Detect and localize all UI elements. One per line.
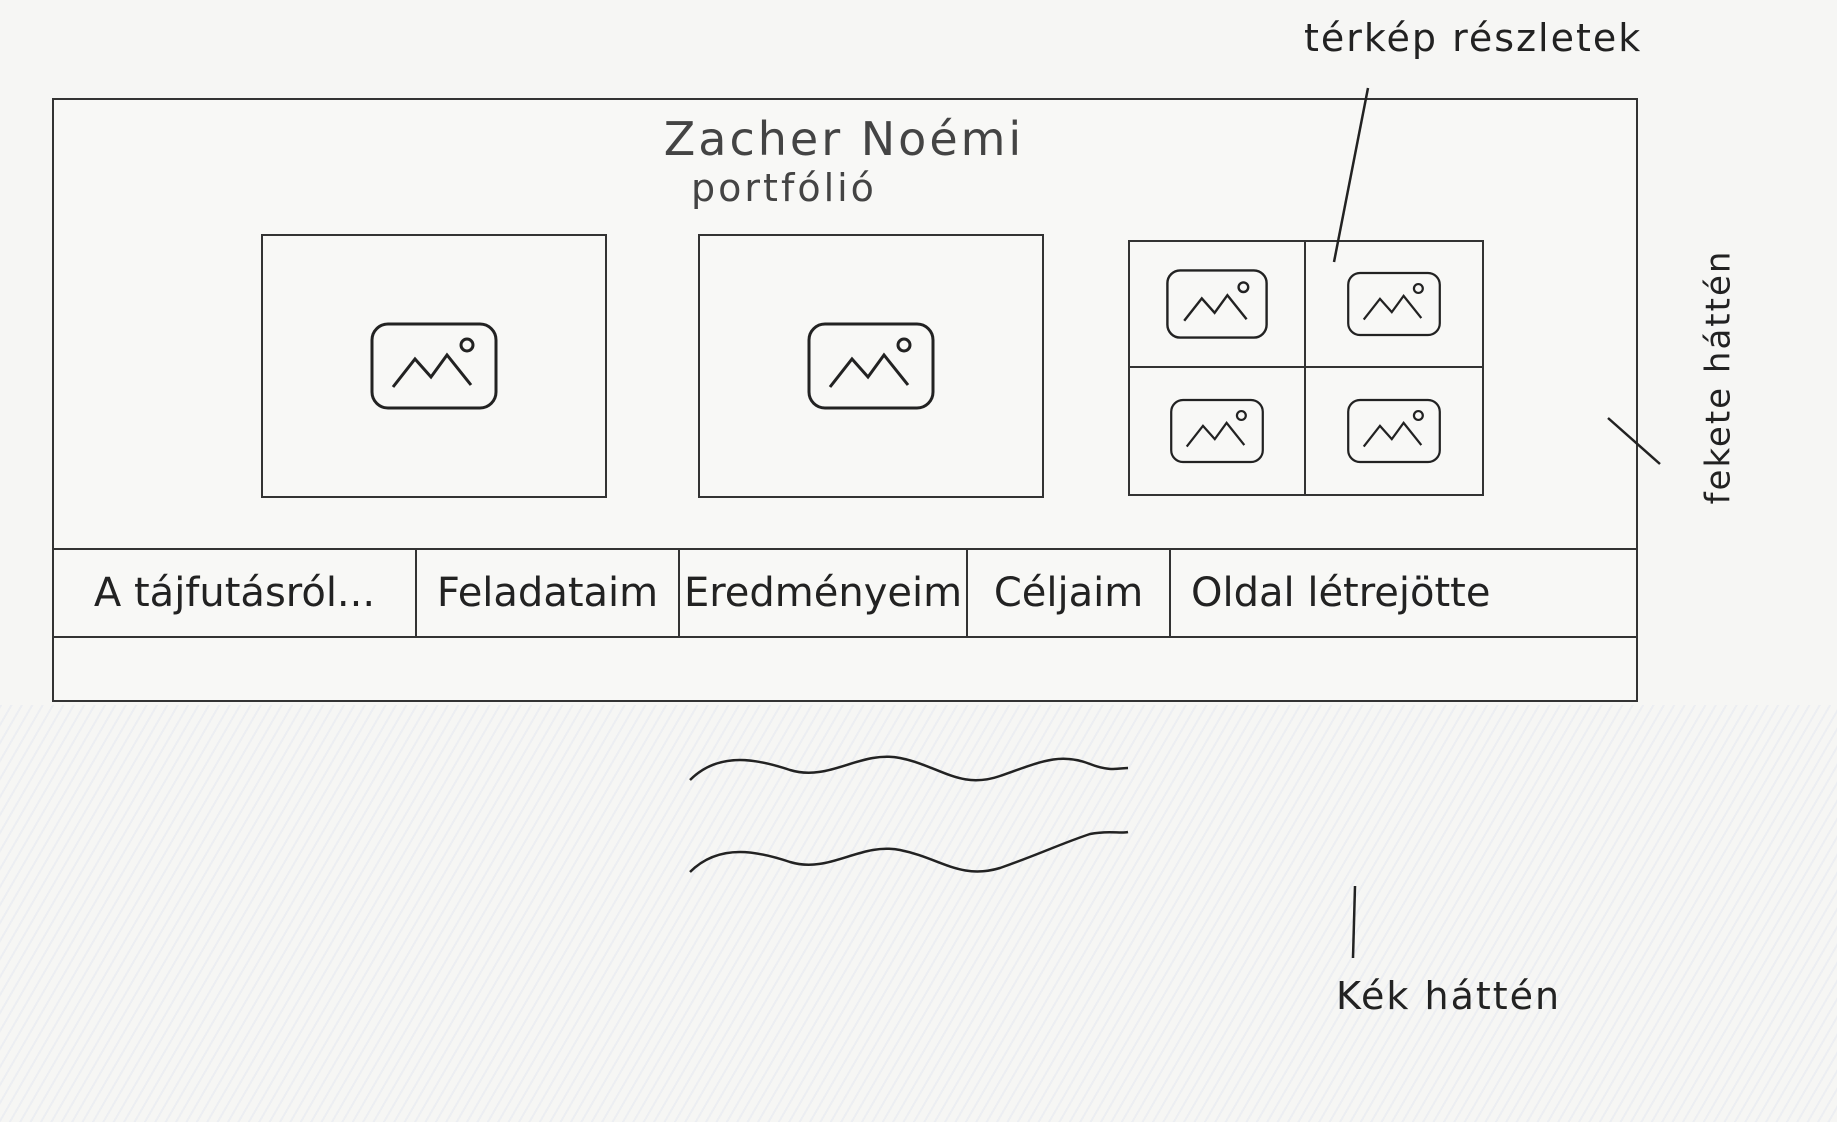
page-header-sketch: Zacher Noémi portfólió: [52, 98, 1638, 702]
annotation-map-details: térkép részletek: [1304, 16, 1643, 60]
annotation-black-background: fekete háttén: [1698, 249, 1739, 505]
nav-bar: A tájfutásról... Feladataim Eredményeim …: [54, 548, 1636, 638]
nav-item-about-orienteering[interactable]: A tájfutásról...: [54, 550, 417, 636]
nav-item-goals[interactable]: Céljaim: [968, 550, 1171, 636]
image-placeholder-icon: [807, 322, 935, 410]
image-placeholder-icon: [370, 322, 498, 410]
image-frame-2[interactable]: [698, 234, 1044, 498]
map-detail-cell-4[interactable]: [1306, 368, 1482, 494]
blue-background-area: [0, 705, 1837, 1122]
nav-item-tasks[interactable]: Feladataim: [417, 550, 680, 636]
map-detail-cell-2[interactable]: [1306, 242, 1482, 368]
image-placeholder-icon: [1347, 271, 1441, 337]
image-frame-1[interactable]: [261, 234, 607, 498]
map-detail-cell-3[interactable]: [1130, 368, 1306, 494]
image-placeholder-icon: [1347, 398, 1441, 464]
map-detail-cell-1[interactable]: [1130, 242, 1306, 368]
annotation-blue-background: Kék háttén: [1336, 974, 1562, 1018]
map-details-grid: [1128, 240, 1484, 496]
nav-item-site-creation[interactable]: Oldal létrejötte: [1191, 570, 1491, 616]
annotation-black-background-wrapper: fekete háttén: [1698, 223, 1739, 531]
nav-item-results[interactable]: Eredményeim: [680, 550, 968, 636]
page-title: Zacher Noémi: [663, 112, 1025, 166]
image-placeholder-icon: [1170, 398, 1264, 464]
page-subtitle: portfólió: [691, 166, 877, 210]
image-placeholder-icon: [1166, 269, 1268, 339]
